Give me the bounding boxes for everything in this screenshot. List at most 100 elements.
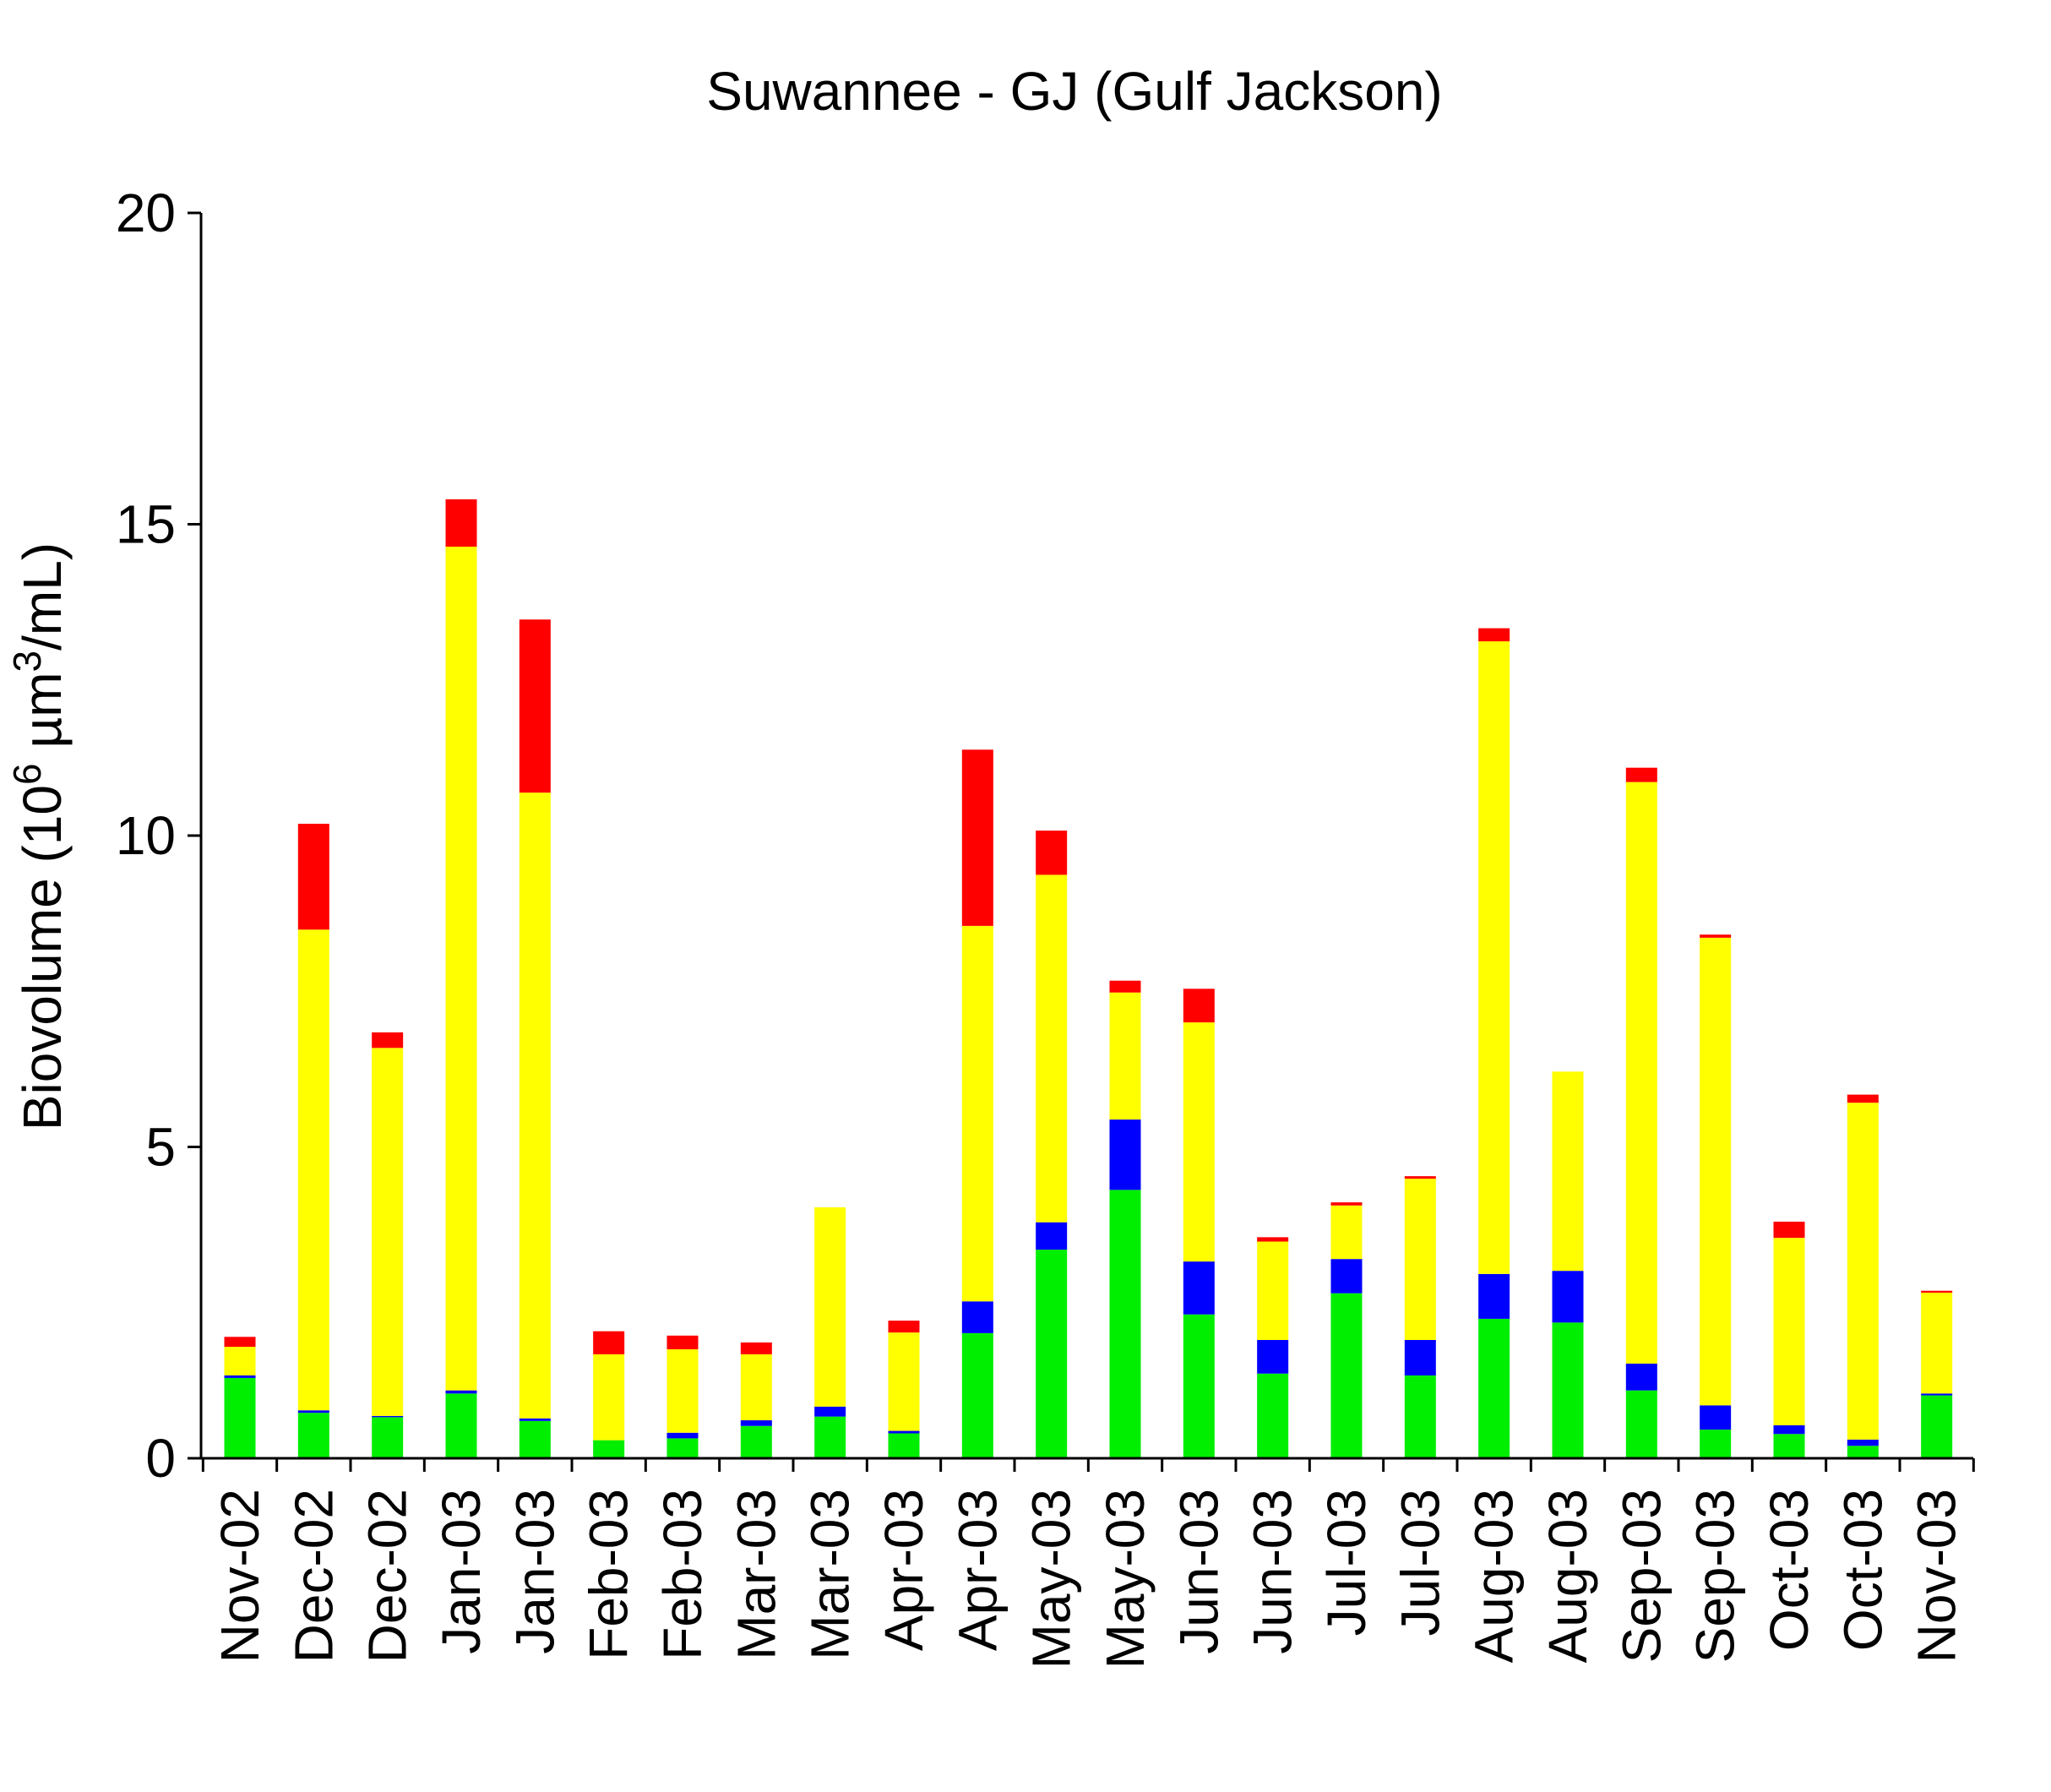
bar-segment-yellow-mar-03 bbox=[814, 1206, 846, 1407]
bar-segment-green-apr-03 bbox=[961, 1332, 993, 1458]
bar-segment-red-aug-03 bbox=[1478, 628, 1510, 642]
bars-group bbox=[224, 499, 1953, 1458]
bar-segment-green-dec-02 bbox=[372, 1417, 404, 1458]
bar-segment-red-jul-03 bbox=[1404, 1176, 1436, 1179]
y-tick-label: 5 bbox=[145, 1117, 176, 1178]
bar-segment-green-apr-03 bbox=[888, 1433, 920, 1458]
bar-segment-yellow-sep-03 bbox=[1700, 937, 1732, 1406]
bar-segment-red-nov-03 bbox=[1921, 1290, 1953, 1293]
bar-segment-blue-jul-03 bbox=[1330, 1259, 1363, 1294]
bar-segment-blue-nov-02 bbox=[224, 1375, 256, 1378]
bar-segment-blue-may-03 bbox=[1109, 1119, 1141, 1190]
bar-segment-red-feb-03 bbox=[666, 1335, 699, 1350]
bar-segment-green-aug-03 bbox=[1552, 1322, 1584, 1458]
bar-segment-blue-jul-03 bbox=[1404, 1339, 1436, 1375]
bar-segment-blue-nov-03 bbox=[1921, 1393, 1953, 1396]
bar-segment-red-oct-03 bbox=[1847, 1094, 1879, 1103]
bar-segment-yellow-jan-03 bbox=[445, 547, 477, 1391]
bar-segment-blue-apr-03 bbox=[961, 1301, 993, 1333]
bar-segment-yellow-dec-02 bbox=[372, 1048, 404, 1416]
y-ticks-group: 0 5 10 15 20 bbox=[116, 182, 201, 1489]
bar-segment-yellow-jul-03 bbox=[1330, 1205, 1363, 1260]
x-category-label: Mar-03 bbox=[800, 1489, 861, 1660]
x-category-label: Nov-03 bbox=[1907, 1489, 1967, 1663]
bar-segment-yellow-jan-03 bbox=[519, 793, 551, 1419]
bar-segment-green-sep-03 bbox=[1625, 1390, 1657, 1458]
y-tick-label: 15 bbox=[116, 494, 176, 555]
bar-segment-green-may-03 bbox=[1109, 1190, 1141, 1458]
bar-segment-red-oct-03 bbox=[1773, 1221, 1805, 1239]
y-tick-label: 10 bbox=[116, 805, 176, 866]
bar-segment-green-may-03 bbox=[1036, 1250, 1068, 1458]
bar-segment-green-oct-03 bbox=[1847, 1446, 1879, 1458]
bar-segment-red-jun-03 bbox=[1183, 989, 1215, 1023]
bar-segment-yellow-sep-03 bbox=[1625, 782, 1657, 1364]
bar-segment-green-mar-03 bbox=[814, 1416, 846, 1458]
x-category-label: Dec-02 bbox=[357, 1489, 418, 1663]
bar-segment-yellow-apr-03 bbox=[888, 1332, 920, 1431]
x-category-label: Jan-03 bbox=[504, 1489, 565, 1654]
bar-segment-red-dec-02 bbox=[372, 1032, 404, 1049]
bar-segment-green-jul-03 bbox=[1404, 1375, 1436, 1458]
y-tick-label: 0 bbox=[145, 1428, 176, 1489]
bar-segment-red-may-03 bbox=[1036, 831, 1068, 875]
y-axis-label-part: /mL) bbox=[12, 542, 73, 651]
bar-segment-yellow-jul-03 bbox=[1404, 1179, 1436, 1340]
bar-segment-blue-aug-03 bbox=[1552, 1271, 1584, 1323]
bar-segment-green-jun-03 bbox=[1183, 1314, 1215, 1458]
y-axis-label: Biovolume (106 µm3/mL) bbox=[5, 542, 73, 1130]
bar-segment-yellow-feb-03 bbox=[593, 1354, 625, 1441]
x-category-label: Sep-03 bbox=[1685, 1489, 1746, 1663]
bar-segment-blue-jun-03 bbox=[1183, 1261, 1215, 1315]
bar-segment-red-apr-03 bbox=[961, 749, 993, 926]
bar-segment-red-feb-03 bbox=[593, 1331, 625, 1354]
y-axis-label-superscript: 6 bbox=[5, 763, 49, 785]
x-category-label: May-03 bbox=[1095, 1489, 1156, 1669]
x-category-label: Mar-03 bbox=[726, 1489, 786, 1660]
bar-segment-blue-jun-03 bbox=[1257, 1339, 1289, 1374]
bar-segment-red-may-03 bbox=[1109, 980, 1141, 993]
bar-segment-yellow-may-03 bbox=[1036, 874, 1068, 1223]
bar-segment-blue-jan-03 bbox=[445, 1390, 477, 1394]
x-category-label: Feb-03 bbox=[652, 1489, 713, 1660]
bar-segment-green-mar-03 bbox=[740, 1425, 772, 1458]
x-category-label: Jul-03 bbox=[1390, 1489, 1450, 1636]
bar-segment-blue-sep-03 bbox=[1625, 1363, 1657, 1391]
bar-segment-green-nov-02 bbox=[224, 1377, 256, 1458]
y-axis-label-superscript: 3 bbox=[5, 651, 49, 673]
chart-title: Suwannee - GJ (Gulf Jackson) bbox=[706, 61, 1442, 122]
x-category-label: Aug-03 bbox=[1537, 1489, 1598, 1663]
y-axis-label-part: Biovolume (10 bbox=[12, 785, 73, 1130]
bar-segment-green-jan-03 bbox=[519, 1420, 551, 1458]
bar-segment-blue-dec-02 bbox=[297, 1410, 329, 1413]
bar-segment-yellow-aug-03 bbox=[1552, 1071, 1584, 1272]
bar-segment-yellow-jun-03 bbox=[1257, 1241, 1289, 1340]
bar-segment-red-nov-02 bbox=[224, 1337, 256, 1348]
bar-segment-blue-oct-03 bbox=[1847, 1439, 1879, 1446]
bar-segment-yellow-jun-03 bbox=[1183, 1022, 1215, 1262]
x-category-label: May-03 bbox=[1021, 1489, 1082, 1669]
bar-segment-green-jul-03 bbox=[1330, 1293, 1363, 1458]
x-category-label: Nov-02 bbox=[209, 1489, 270, 1663]
bar-segment-green-jun-03 bbox=[1257, 1373, 1289, 1458]
x-category-label: Oct-03 bbox=[1759, 1489, 1820, 1651]
bar-segment-yellow-apr-03 bbox=[961, 925, 993, 1302]
x-category-label: Aug-03 bbox=[1464, 1489, 1525, 1663]
bar-segment-red-jan-03 bbox=[445, 499, 477, 547]
x-category-label: Feb-03 bbox=[579, 1489, 639, 1660]
bar-segment-red-sep-03 bbox=[1625, 767, 1657, 782]
bar-segment-yellow-oct-03 bbox=[1847, 1103, 1879, 1440]
bar-segment-blue-aug-03 bbox=[1478, 1273, 1510, 1319]
bar-segment-green-feb-03 bbox=[593, 1440, 625, 1458]
x-category-label: Jul-03 bbox=[1316, 1489, 1377, 1636]
x-category-label: Apr-03 bbox=[873, 1489, 934, 1651]
bar-segment-yellow-dec-02 bbox=[297, 929, 329, 1411]
x-ticks-group bbox=[201, 1458, 1975, 1472]
bar-segment-green-sep-03 bbox=[1700, 1430, 1732, 1458]
bar-segment-yellow-mar-03 bbox=[740, 1354, 772, 1421]
x-category-label: Dec-02 bbox=[283, 1489, 344, 1663]
bar-segment-blue-sep-03 bbox=[1700, 1405, 1732, 1430]
x-category-label: Oct-03 bbox=[1832, 1489, 1893, 1651]
bar-segment-red-mar-03 bbox=[740, 1342, 772, 1354]
